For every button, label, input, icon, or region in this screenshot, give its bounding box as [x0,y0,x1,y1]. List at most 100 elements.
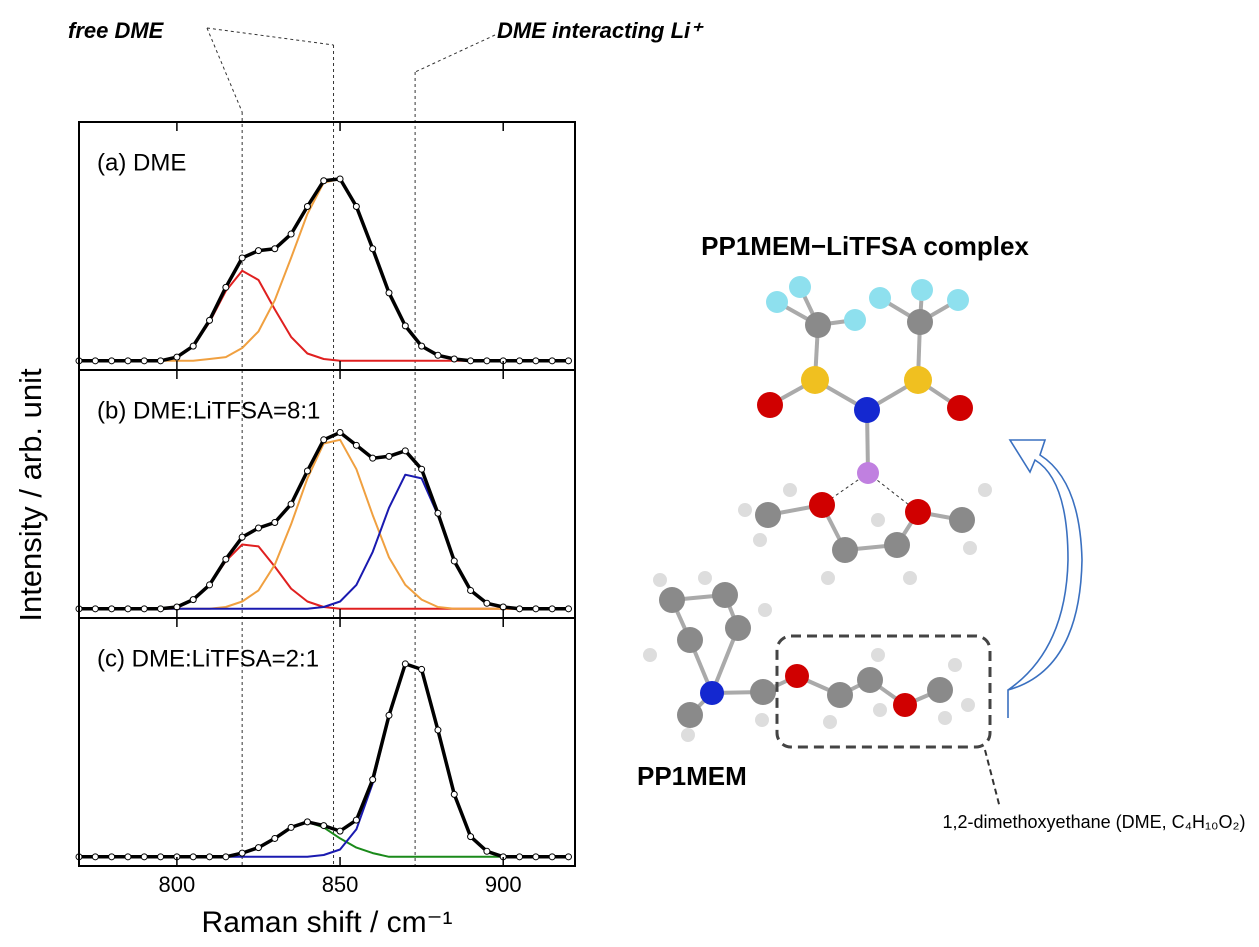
data-point [517,854,523,860]
data-point [435,352,441,358]
data-point [174,354,180,360]
data-point [468,834,474,840]
arrow [1008,440,1082,718]
y-axis-label: Intensity / arb. unit [13,368,48,622]
data-point [549,854,555,860]
data-point [141,606,147,612]
data-point [386,290,392,296]
data-point [190,343,196,349]
data-point [92,854,98,860]
annotation-leader [415,35,495,72]
data-point [386,712,392,718]
data-point [207,582,213,588]
data-point [272,519,278,525]
data-point [402,661,408,667]
data-point [92,358,98,364]
data-point [239,850,245,856]
data-point [304,819,310,825]
data-point [272,246,278,252]
data-point [207,317,213,323]
data-point [419,466,425,472]
data-point [402,323,408,329]
x-tick-label: 900 [485,872,522,897]
data-point [370,246,376,252]
data-point [125,606,131,612]
line [79,545,569,609]
data-point [565,606,571,612]
data-point [565,358,571,364]
data-point [517,606,523,612]
annotation: free DME [68,18,165,43]
data-point [158,606,164,612]
line [79,440,569,609]
data-point [533,854,539,860]
data-point [109,606,115,612]
data-point [337,828,343,834]
data-point [517,358,523,364]
data-point [402,448,408,454]
data-point [239,534,245,540]
data-point [190,597,196,603]
data-point [337,429,343,435]
data-point [158,854,164,860]
data-point [125,854,131,860]
line [79,475,569,609]
data-point [109,854,115,860]
data-point [207,854,213,860]
data-point [255,845,261,851]
x-axis-label: Raman shift / cm⁻¹ [202,906,453,939]
data-point [255,248,261,254]
data-point [484,848,490,854]
data-point [533,358,539,364]
line [79,179,569,361]
data-point [109,358,115,364]
data-point [321,437,327,443]
data-point [386,453,392,459]
data-point [92,606,98,612]
panel-title: (c) DME:LiTFSA=2:1 [97,645,319,672]
data-point [468,358,474,364]
data-point [353,204,359,210]
leader [985,750,1000,808]
data-point [223,284,229,290]
data-point [468,587,474,593]
data-point [337,176,343,182]
data-point [370,455,376,461]
data-point [272,835,278,841]
data-point [321,823,327,829]
data-point [549,606,555,612]
data-point [353,442,359,448]
line [79,271,569,361]
line [79,179,569,361]
complex-molecule [738,276,992,585]
data-point [141,358,147,364]
data-point [255,525,261,531]
data-point [419,666,425,672]
data-point [484,600,490,606]
panel-title: (b) DME:LiTFSA=8:1 [97,397,320,424]
data-point [451,558,457,564]
data-point [125,358,131,364]
data-point [435,510,441,516]
data-point [288,231,294,237]
data-point [321,178,327,184]
data-point [370,777,376,783]
figure: Intensity / arb. unit free DME DME inter… [0,0,1259,947]
data-point [304,204,310,210]
data-point [353,817,359,823]
annotation-leader [207,28,242,112]
dme-label: 1,2-dimethoxyethane (DME, C₄H₁₀O₂) [943,812,1246,832]
data-point [451,791,457,797]
complex-label: PP1MEM−LiTFSA complex [701,231,1029,261]
data-point [549,358,555,364]
data-point [304,468,310,474]
data-point [239,255,245,261]
cation-molecule [643,571,975,742]
data-point [419,343,425,349]
x-tick-label: 800 [159,872,196,897]
data-point [190,854,196,860]
cation-label: PP1MEM [637,761,747,791]
line [79,433,569,609]
data-point [435,727,441,733]
data-point [565,854,571,860]
